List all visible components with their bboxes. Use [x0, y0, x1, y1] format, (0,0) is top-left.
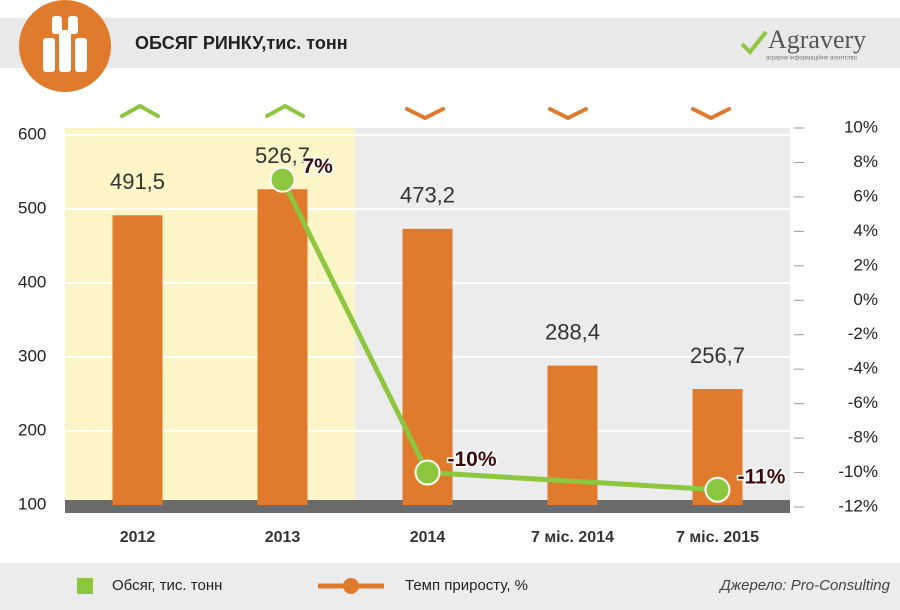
source: Джерело: Pro-Consulting	[718, 577, 890, 594]
logo-mark	[740, 30, 768, 55]
logo-subtitle: аграрне інформаційне агентство	[766, 55, 858, 62]
value-label: 473,2	[400, 183, 455, 208]
logo: Agravery	[768, 25, 866, 54]
line-value-label: -10%	[448, 448, 497, 471]
legend-label: Обсяг, тис. тонн	[112, 577, 222, 594]
line-bridge	[427, 470, 718, 493]
legend-swatch	[77, 578, 93, 594]
y-tick-label: 300	[18, 346, 46, 365]
line-value-label: 7%	[303, 155, 334, 178]
y2-tick-label: -12%	[838, 496, 878, 515]
legend-label: Темп приросту, %	[405, 577, 528, 594]
y2-tick-label: 2%	[853, 255, 878, 274]
x-tick-label: 7 міс. 2015	[676, 529, 759, 546]
y-tick-label: 100	[18, 494, 46, 513]
y2-tick-label: 6%	[853, 186, 878, 205]
x-tick-label: 2014	[410, 529, 446, 546]
header-band	[0, 18, 900, 68]
bar	[402, 228, 453, 505]
y2-tick-label: -6%	[848, 393, 878, 412]
y-tick-label: 500	[18, 198, 46, 217]
y2-tick-label: 0%	[853, 290, 878, 309]
footer-band	[0, 563, 900, 610]
x-tick-label: 2013	[265, 529, 301, 546]
y2-tick-label: -8%	[848, 428, 878, 447]
value-label: 491,5	[110, 169, 165, 194]
icon-bottles	[43, 16, 87, 72]
bar	[257, 189, 308, 505]
x-tick-label: 2012	[120, 529, 156, 546]
line	[280, 178, 430, 474]
baseline	[65, 500, 790, 513]
y2-tick-label: -10%	[838, 462, 878, 481]
y2-tick-label: 8%	[853, 152, 878, 171]
highlight-area	[65, 128, 355, 500]
y2-tick-label: -2%	[848, 324, 878, 343]
line-point	[414, 459, 441, 486]
line-point	[704, 476, 731, 503]
value-label: 288,4	[545, 319, 600, 344]
line-point	[269, 166, 296, 193]
bar	[112, 215, 163, 506]
legend-dot	[343, 578, 359, 594]
line-value-label: -11%	[738, 465, 786, 488]
chart-title: ОБСЯГ РИНКУ,тис. тонн	[135, 33, 348, 53]
x-tick-label: 7 міс. 2014	[531, 529, 614, 546]
y2-tick-label: -4%	[848, 359, 878, 378]
value-label: 526,7	[255, 143, 310, 168]
y-tick-label: 400	[18, 272, 46, 291]
y2-tick-label: 10%	[844, 117, 878, 136]
y-tick-label: 600	[18, 124, 46, 143]
y2-tick-label: 4%	[853, 221, 878, 240]
y-tick-label: 200	[18, 420, 46, 439]
trend-arrows	[120, 103, 731, 121]
value-label: 256,7	[690, 343, 745, 368]
